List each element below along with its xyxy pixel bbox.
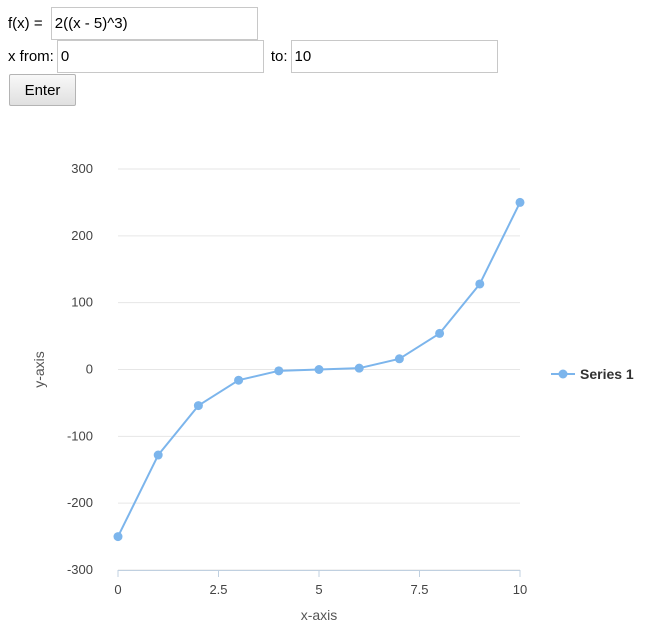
- x-to-input[interactable]: [290, 40, 498, 73]
- data-point: [515, 197, 525, 207]
- y-axis-title: y-axis: [31, 351, 47, 388]
- x-tick-label: 2.5: [209, 582, 227, 597]
- legend-label: Series 1: [580, 366, 634, 382]
- function-input[interactable]: [50, 7, 258, 40]
- chart-axes: -300 -200 -100 0 100 200 300 0 2.5 5 7.5 10 x-axis y-…: [31, 161, 527, 623]
- function-row: f(x) =: [8, 7, 258, 40]
- x-from-input[interactable]: [56, 40, 264, 73]
- y-tick-label: 200: [71, 228, 93, 243]
- data-point: [274, 366, 284, 376]
- data-point: [354, 363, 364, 373]
- data-point: [435, 328, 445, 338]
- x-tick-label: 10: [513, 582, 527, 597]
- function-label: f(x) =: [8, 15, 47, 32]
- data-point: [475, 279, 485, 289]
- enter-button[interactable]: Enter: [9, 74, 76, 106]
- series-line: [117, 201, 521, 538]
- y-tick-label: 0: [86, 362, 93, 377]
- chart-legend: Series 1: [551, 366, 634, 382]
- x-axis-title: x-axis: [301, 607, 338, 623]
- range-row: x from: to:: [8, 40, 498, 73]
- y-tick-label: 100: [71, 295, 93, 310]
- legend-marker: [558, 369, 568, 379]
- data-point: [394, 354, 404, 364]
- y-tick-label: -100: [67, 428, 93, 443]
- y-tick-label: 300: [71, 161, 93, 176]
- x-from-label: x from:: [8, 48, 54, 65]
- chart-series: [113, 197, 525, 542]
- x-tick-label: 0: [114, 582, 121, 597]
- y-tick-label: -300: [67, 562, 93, 577]
- x-tick-label: 7.5: [410, 582, 428, 597]
- data-point: [113, 532, 123, 542]
- y-tick-label: -200: [67, 495, 93, 510]
- chart-gridlines: [118, 168, 520, 571]
- data-point: [234, 375, 244, 385]
- data-point: [193, 401, 203, 411]
- data-point: [153, 450, 163, 460]
- x-to-label: to:: [270, 48, 288, 65]
- x-tick-label: 5: [315, 582, 322, 597]
- data-point: [314, 365, 324, 374]
